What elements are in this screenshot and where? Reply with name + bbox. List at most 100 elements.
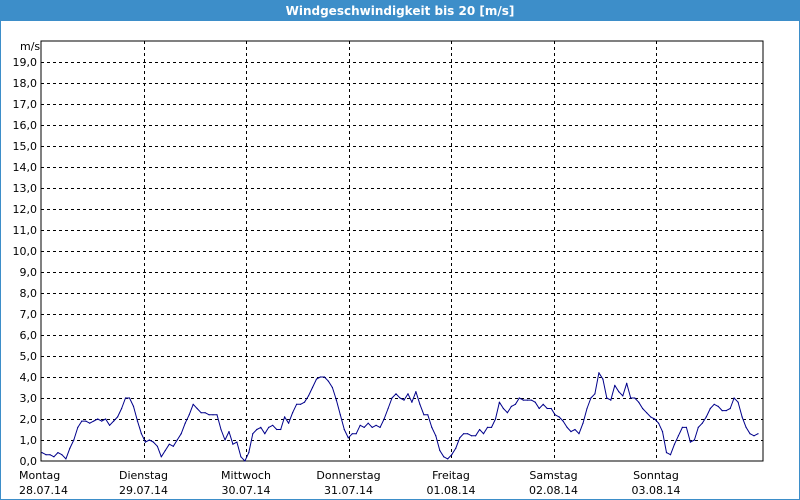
data-point: [81, 420, 83, 422]
data-point: [351, 433, 353, 435]
data-point: [73, 439, 75, 441]
x-tick-day: Sonntag: [633, 469, 679, 482]
data-point: [419, 403, 421, 405]
data-point: [705, 416, 707, 418]
data-point: [642, 407, 644, 410]
x-tick-day: Mittwoch: [221, 469, 271, 482]
y-tick-label: 2,0: [20, 413, 38, 426]
data-point: [284, 416, 286, 418]
data-point: [486, 426, 489, 428]
data-point: [335, 399, 337, 401]
data-point: [256, 428, 258, 431]
data-point: [411, 401, 413, 403]
data-point: [661, 431, 664, 433]
x-tick-date: 02.08.14: [529, 484, 578, 497]
data-point: [65, 458, 67, 460]
x-tick-day: Dienstag: [119, 469, 168, 482]
data-point: [586, 407, 588, 410]
y-axis-tick-labels: 0,0 1,0 2,0 3,0 4,0 5,0 6,0 7,0 8,0 9,0 10,0 11,0 12…: [13, 56, 38, 468]
data-point: [594, 393, 596, 395]
y-tick-label: 8,0: [20, 287, 38, 300]
data-point: [41, 452, 43, 454]
data-point: [689, 441, 692, 443]
data-point: [220, 428, 222, 431]
x-tick-date: 03.08.14: [632, 484, 681, 497]
data-point: [399, 397, 401, 399]
data-point: [216, 414, 218, 416]
data-point: [343, 428, 345, 431]
data-point: [403, 399, 405, 401]
data-point: [49, 454, 51, 456]
data-point: [244, 460, 246, 462]
data-point: [447, 458, 449, 460]
data-point: [669, 454, 672, 456]
data-point: [749, 433, 751, 435]
data-point: [69, 447, 71, 449]
data-point: [292, 412, 294, 414]
data-point: [482, 433, 485, 435]
data-point: [677, 435, 680, 437]
data-point: [327, 380, 329, 382]
data-point: [331, 386, 333, 389]
data-point: [160, 456, 162, 458]
data-point: [105, 418, 107, 420]
y-tick-label: 19,0: [13, 56, 38, 69]
data-point: [355, 433, 357, 435]
data-point: [124, 397, 127, 399]
data-point: [598, 372, 600, 374]
x-tick-date: 28.07.14: [19, 484, 68, 497]
data-point: [232, 443, 234, 445]
data-point: [610, 399, 612, 401]
data-point: [566, 426, 568, 428]
data-point: [701, 422, 703, 424]
data-point: [212, 414, 214, 416]
data-point: [303, 401, 306, 403]
y-tick-label: 7,0: [20, 308, 38, 321]
data-point: [89, 422, 91, 424]
data-point: [658, 422, 660, 424]
data-point: [367, 422, 369, 424]
y-tick-label: 6,0: [20, 329, 38, 342]
data-point: [387, 407, 389, 410]
data-point: [546, 407, 548, 410]
data-point: [323, 376, 325, 378]
data-point: [757, 433, 759, 435]
data-point: [240, 456, 242, 458]
data-point: [602, 378, 604, 380]
data-point: [514, 403, 517, 405]
data-point: [622, 395, 624, 397]
data-point: [196, 407, 198, 410]
data-point: [109, 424, 111, 426]
data-point: [554, 414, 556, 416]
x-tick-day: Donnerstag: [316, 469, 380, 482]
data-point: [144, 441, 146, 443]
data-point: [502, 407, 504, 410]
data-point: [606, 397, 608, 399]
data-point: [717, 405, 719, 407]
y-tick-label: 0,0: [20, 455, 38, 468]
data-point: [168, 443, 170, 445]
data-point: [435, 435, 437, 437]
data-point: [427, 414, 429, 416]
data-point: [300, 403, 302, 405]
data-point: [276, 428, 278, 431]
data-point: [395, 393, 397, 395]
data-point: [204, 412, 206, 414]
data-point: [280, 428, 282, 431]
data-point: [77, 426, 79, 428]
data-point: [200, 412, 202, 414]
data-point: [208, 414, 210, 416]
data-point: [638, 401, 640, 403]
y-tick-label: 5,0: [20, 350, 38, 363]
data-point: [498, 401, 500, 403]
y-tick-label: 12,0: [13, 203, 38, 216]
data-point: [614, 384, 616, 386]
data-point: [61, 454, 63, 456]
data-point: [590, 397, 592, 399]
data-point: [471, 435, 473, 437]
data-point: [741, 416, 743, 418]
data-point: [224, 439, 226, 441]
data-point: [467, 433, 469, 435]
data-point: [506, 412, 508, 414]
data-point: [407, 393, 409, 395]
